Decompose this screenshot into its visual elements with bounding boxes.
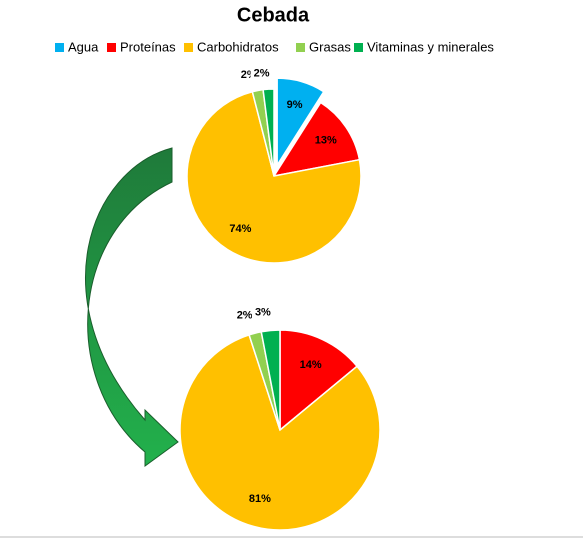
value-label: 14% <box>300 359 322 371</box>
label-box <box>233 308 256 323</box>
value-label: 2% <box>254 67 270 79</box>
legend-label: Vitaminas y minerales <box>367 39 494 54</box>
value-label: 2% <box>237 310 253 322</box>
value-label: 81% <box>249 493 271 505</box>
pies: 9%13%74%2%2%14%81%2% 3% <box>179 66 381 531</box>
label-box <box>250 66 273 81</box>
legend-label: Agua <box>68 39 99 54</box>
transition-arrow <box>85 147 179 467</box>
legend-swatch <box>55 43 64 52</box>
legend-label: Proteínas <box>120 39 176 54</box>
value-label: 3% <box>255 306 271 318</box>
legend-swatch <box>354 43 363 52</box>
value-label: 9% <box>287 99 303 111</box>
pie-slice <box>179 333 381 531</box>
legend: Agua Proteínas Carbohidratos Grasas Vitamina… <box>55 39 494 54</box>
pie-slice <box>276 77 325 168</box>
legend-swatch <box>107 43 116 52</box>
chart-title: Cebada <box>237 4 310 26</box>
legend-swatch <box>184 43 193 52</box>
label-box <box>251 305 274 320</box>
legend-label: Carbohidratos <box>197 39 279 54</box>
value-label: 74% <box>229 223 251 235</box>
legend-label: Grasas <box>309 39 351 54</box>
pie-slice <box>260 329 281 431</box>
pie-slice <box>186 90 362 264</box>
legend-swatch <box>296 43 305 52</box>
pie-slice <box>279 329 359 432</box>
value-label: 13% <box>315 135 337 147</box>
pie-slice <box>262 88 275 177</box>
pie-slice <box>272 101 361 178</box>
